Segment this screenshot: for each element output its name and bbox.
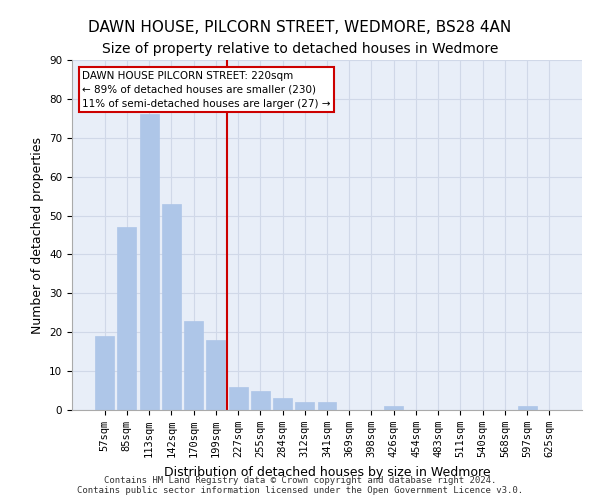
X-axis label: Distribution of detached houses by size in Wedmore: Distribution of detached houses by size … xyxy=(164,466,490,478)
Bar xyxy=(295,402,314,410)
Bar xyxy=(251,390,270,410)
Bar xyxy=(162,204,181,410)
Text: DAWN HOUSE PILCORN STREET: 220sqm
← 89% of detached houses are smaller (230)
11%: DAWN HOUSE PILCORN STREET: 220sqm ← 89% … xyxy=(82,70,331,108)
Text: DAWN HOUSE, PILCORN STREET, WEDMORE, BS28 4AN: DAWN HOUSE, PILCORN STREET, WEDMORE, BS2… xyxy=(88,20,512,35)
Bar xyxy=(206,340,225,410)
Bar xyxy=(140,114,158,410)
Bar xyxy=(518,406,536,410)
Bar xyxy=(229,386,248,410)
Bar xyxy=(273,398,292,410)
Bar xyxy=(317,402,337,410)
Bar xyxy=(384,406,403,410)
Y-axis label: Number of detached properties: Number of detached properties xyxy=(31,136,44,334)
Text: Contains HM Land Registry data © Crown copyright and database right 2024.
Contai: Contains HM Land Registry data © Crown c… xyxy=(77,476,523,495)
Bar xyxy=(118,227,136,410)
Bar xyxy=(184,320,203,410)
Text: Size of property relative to detached houses in Wedmore: Size of property relative to detached ho… xyxy=(102,42,498,56)
Bar xyxy=(95,336,114,410)
